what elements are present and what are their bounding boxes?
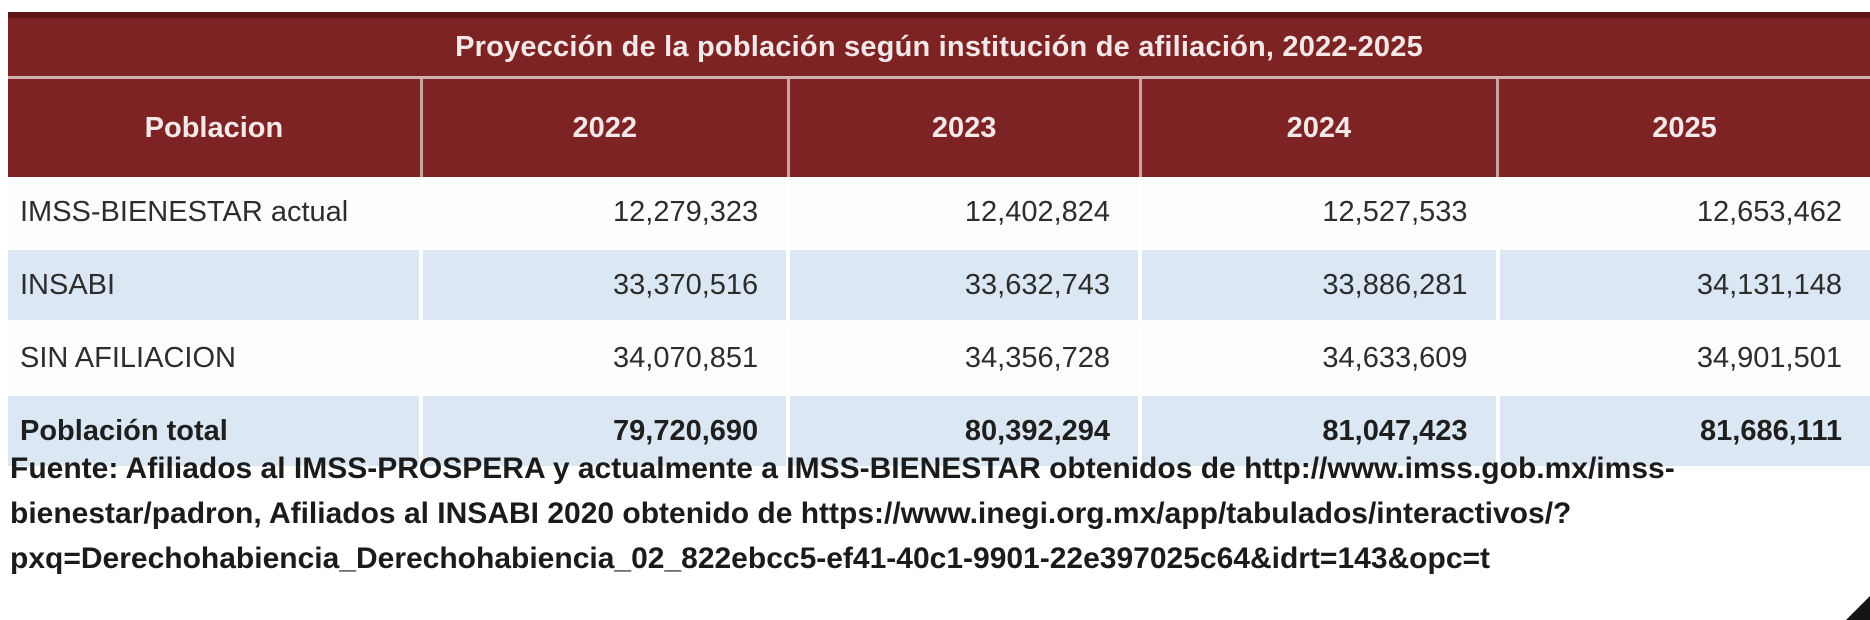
source-note: Fuente: Afiliados al IMSS-PROSPERA y act… — [10, 452, 1675, 575]
column-header-2023: 2023 — [786, 76, 1141, 177]
cell-value: 33,886,281 — [1138, 248, 1498, 323]
column-header-2024: 2024 — [1138, 76, 1498, 177]
cell-value: 12,653,462 — [1495, 177, 1870, 250]
cell-value: 34,633,609 — [1138, 321, 1498, 396]
column-header-poblacion: Poblacion — [8, 76, 422, 177]
table-row-insabi: INSABI 33,370,516 33,632,743 33,886,281 … — [8, 248, 1870, 323]
table-title: Proyección de la población según institu… — [8, 12, 1870, 78]
cell-value: 81,047,423 — [1138, 394, 1498, 469]
cell-value: 34,901,501 — [1495, 321, 1870, 396]
cell-value: 12,279,323 — [419, 177, 789, 250]
table-header-row: Poblacion 2022 2023 2024 2025 — [8, 76, 1870, 177]
cell-value: 79,720,690 — [419, 394, 789, 469]
population-projection-table: Proyección de la población según institu… — [8, 12, 1870, 469]
cell-value: 34,356,728 — [786, 321, 1141, 396]
cell-value: 34,070,851 — [419, 321, 789, 396]
row-label: SIN AFILIACION — [8, 321, 422, 396]
table-title-row: Proyección de la población según institu… — [8, 12, 1870, 78]
cell-value: 81,686,111 — [1495, 394, 1870, 469]
cell-value: 33,632,743 — [786, 248, 1141, 323]
cell-value: 33,370,516 — [419, 248, 789, 323]
row-label: IMSS-BIENESTAR actual — [8, 177, 422, 250]
column-header-2022: 2022 — [419, 76, 789, 177]
table-row-imss-bienestar: IMSS-BIENESTAR actual 12,279,323 12,402,… — [8, 177, 1870, 250]
column-header-2025: 2025 — [1496, 76, 1870, 177]
corner-artifact — [1846, 596, 1870, 620]
row-label: INSABI — [8, 248, 422, 323]
table-row-sin-afiliacion: SIN AFILIACION 34,070,851 34,356,728 34,… — [8, 321, 1870, 396]
cell-value: 34,131,148 — [1495, 248, 1870, 323]
cell-value: 12,402,824 — [786, 177, 1141, 250]
table-row-poblacion-total: Población total 79,720,690 80,392,294 81… — [8, 394, 1870, 469]
row-label: Población total — [8, 394, 422, 469]
cell-value: 80,392,294 — [786, 394, 1141, 469]
cell-value: 12,527,533 — [1138, 177, 1498, 250]
